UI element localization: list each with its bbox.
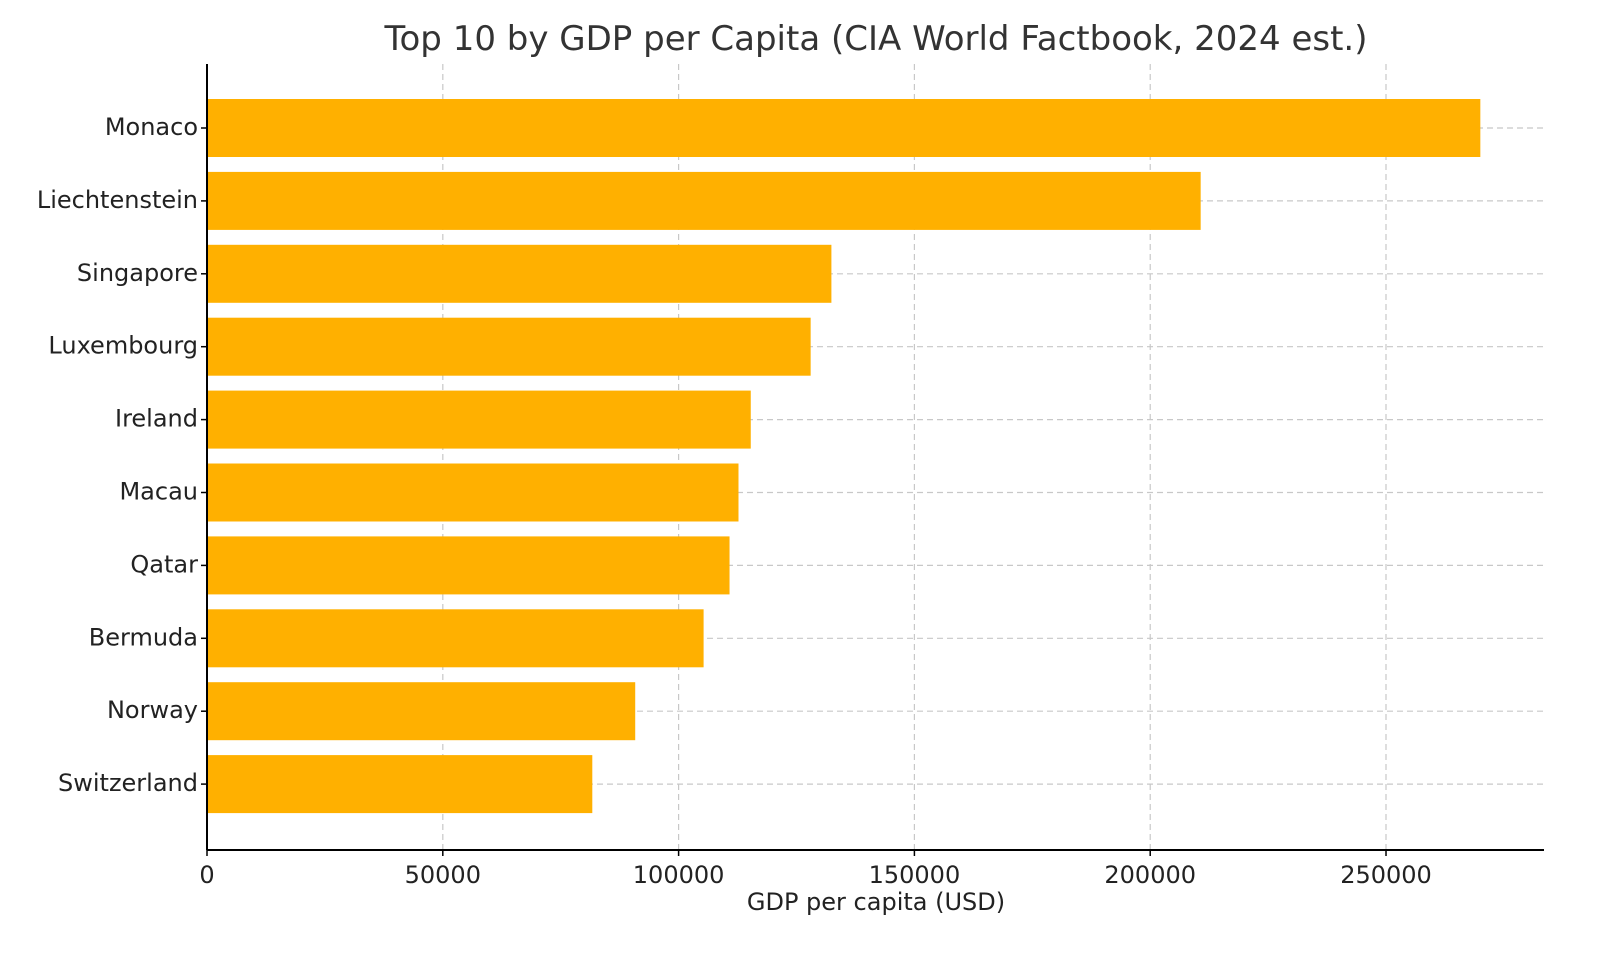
bar-switzerland — [207, 755, 593, 814]
bar-liechtenstein — [207, 171, 1201, 230]
y-tick-label: Singapore — [77, 259, 198, 287]
bar-macau — [207, 463, 739, 522]
y-tick-label: Macau — [119, 478, 198, 506]
y-tick-label: Norway — [107, 696, 198, 724]
x-tick-label: 150000 — [869, 861, 961, 889]
x-tick-label: 100000 — [633, 861, 725, 889]
bar-luxembourg — [207, 317, 811, 376]
x-tick-label: 200000 — [1104, 861, 1196, 889]
x-tick-label: 250000 — [1340, 861, 1432, 889]
y-tick-label: Liechtenstein — [37, 186, 198, 214]
y-tick-label: Bermuda — [89, 623, 198, 651]
bars-layer — [207, 99, 1481, 814]
chart-title: Top 10 by GDP per Capita (CIA World Fact… — [384, 19, 1368, 59]
y-tick-label: Ireland — [115, 405, 198, 433]
x-axis-label: GDP per capita (USD) — [747, 888, 1005, 916]
y-tick-layer: Monaco Liechtenstein Singapore Luxembourg Ir… — [37, 113, 207, 797]
bar-norway — [207, 682, 636, 741]
x-tick-label: 0 — [199, 861, 214, 889]
y-tick-label: Monaco — [105, 113, 198, 141]
y-tick-label: Switzerland — [58, 769, 198, 797]
y-tick-label: Qatar — [130, 550, 198, 578]
x-tick-layer: 0 50000 100000 150000 200000 250000 — [199, 850, 1432, 889]
bar-bermuda — [207, 609, 704, 668]
bar-ireland — [207, 390, 751, 449]
bar-qatar — [207, 536, 730, 595]
axes-layer — [206, 64, 1544, 851]
x-tick-label: 50000 — [405, 861, 481, 889]
bar-singapore — [207, 244, 832, 303]
y-tick-label: Luxembourg — [48, 332, 198, 360]
bar-monaco — [207, 99, 1481, 157]
